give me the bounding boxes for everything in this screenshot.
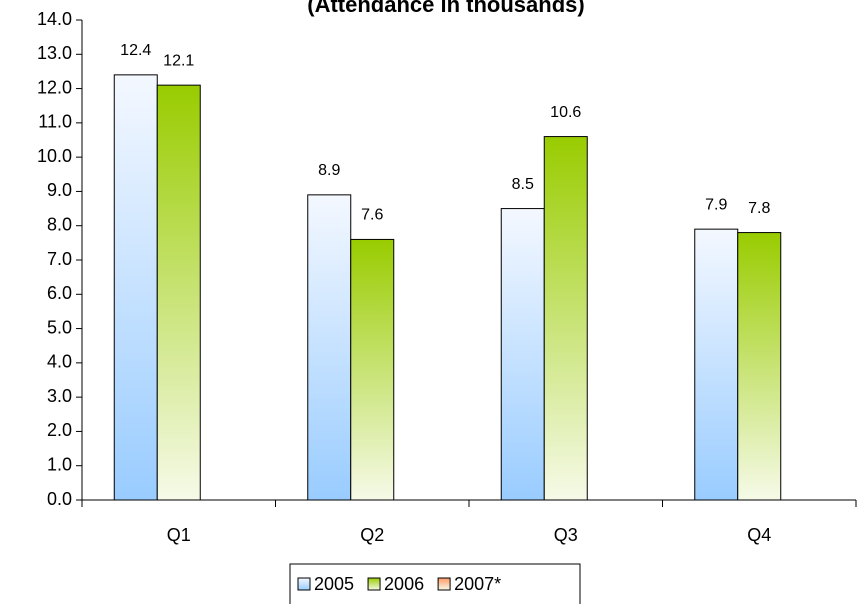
y-tick-label: 7.0 — [47, 249, 72, 269]
value-label: 7.9 — [705, 196, 727, 213]
y-tick-label: 8.0 — [47, 214, 72, 234]
y-tick-label: 6.0 — [47, 283, 72, 303]
legend-label: 2005 — [314, 574, 354, 594]
legend-label: 2006 — [384, 574, 424, 594]
y-tick-label: 1.0 — [47, 454, 72, 474]
x-tick-label: Q2 — [360, 525, 384, 545]
legend-label: 2007* — [454, 574, 501, 594]
y-tick-label: 5.0 — [47, 317, 72, 337]
bar — [737, 232, 782, 501]
value-label: 8.5 — [512, 176, 534, 193]
value-label: 12.1 — [163, 52, 194, 69]
y-tick-label: 0.0 — [47, 489, 72, 509]
x-tick-label: Q4 — [747, 525, 771, 545]
bar — [543, 136, 588, 501]
legend-swatch — [367, 577, 381, 591]
legend-swatch — [437, 577, 451, 591]
bar — [694, 228, 739, 501]
value-label: 7.8 — [748, 200, 770, 217]
x-tick-label: Q3 — [554, 525, 578, 545]
y-tick-label: 13.0 — [37, 43, 72, 63]
y-tick-label: 10.0 — [37, 146, 72, 166]
bar — [156, 84, 201, 501]
value-label: 10.6 — [550, 104, 581, 121]
bar — [307, 194, 352, 501]
chart-title: (Attendance in thousands) — [307, 0, 584, 17]
value-label: 8.9 — [318, 162, 340, 179]
y-tick-label: 11.0 — [38, 112, 72, 132]
value-label: 12.4 — [120, 42, 151, 59]
y-tick-label: 12.0 — [37, 77, 72, 97]
legend-swatch — [297, 577, 311, 591]
y-tick-label: 4.0 — [47, 352, 72, 372]
y-tick-label: 3.0 — [47, 386, 72, 406]
y-tick-label: 14.0 — [37, 9, 72, 29]
bar — [113, 74, 158, 501]
bar — [350, 238, 395, 501]
x-tick-label: Q1 — [167, 525, 191, 545]
y-tick-label: 2.0 — [47, 420, 72, 440]
legend-box — [289, 563, 581, 604]
bar — [500, 208, 545, 501]
y-tick-label: 9.0 — [47, 180, 72, 200]
value-label: 7.6 — [361, 207, 383, 224]
